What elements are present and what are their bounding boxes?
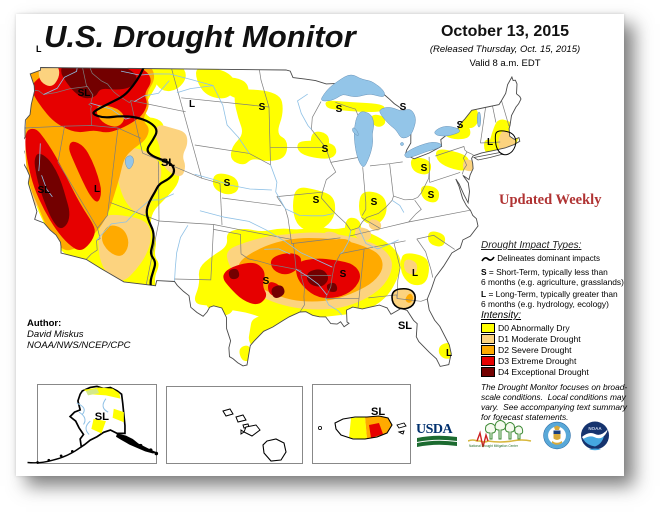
svg-text:S: S: [428, 190, 435, 201]
svg-text:SL: SL: [95, 411, 109, 423]
svg-text:L: L: [412, 268, 418, 279]
svg-text:L: L: [94, 184, 100, 195]
svg-text:SL: SL: [371, 406, 385, 418]
svg-text:S: S: [336, 104, 343, 115]
svg-text:L: L: [446, 348, 452, 359]
svg-text:S: S: [371, 197, 378, 208]
svg-text:USDA: USDA: [416, 422, 454, 437]
svg-text:S: S: [224, 178, 231, 189]
svg-text:SL: SL: [38, 185, 51, 196]
svg-text:National Drought Mitigation C: National Drought Mitigation Center: [469, 444, 519, 448]
svg-text:L: L: [487, 137, 493, 148]
svg-text:S: S: [263, 276, 270, 287]
svg-text:S: S: [400, 102, 407, 113]
svg-text:SL: SL: [398, 320, 412, 332]
svg-text:S: S: [313, 195, 320, 206]
svg-text:S: S: [421, 163, 428, 174]
svg-text:NOAA: NOAA: [588, 426, 602, 431]
svg-text:S: S: [259, 102, 266, 113]
svg-text:S: S: [457, 120, 464, 131]
svg-text:L: L: [189, 99, 195, 110]
svg-text:SL: SL: [161, 157, 175, 169]
svg-text:S: S: [322, 144, 329, 155]
svg-text:S: S: [340, 269, 347, 280]
svg-text:SL: SL: [78, 88, 91, 99]
